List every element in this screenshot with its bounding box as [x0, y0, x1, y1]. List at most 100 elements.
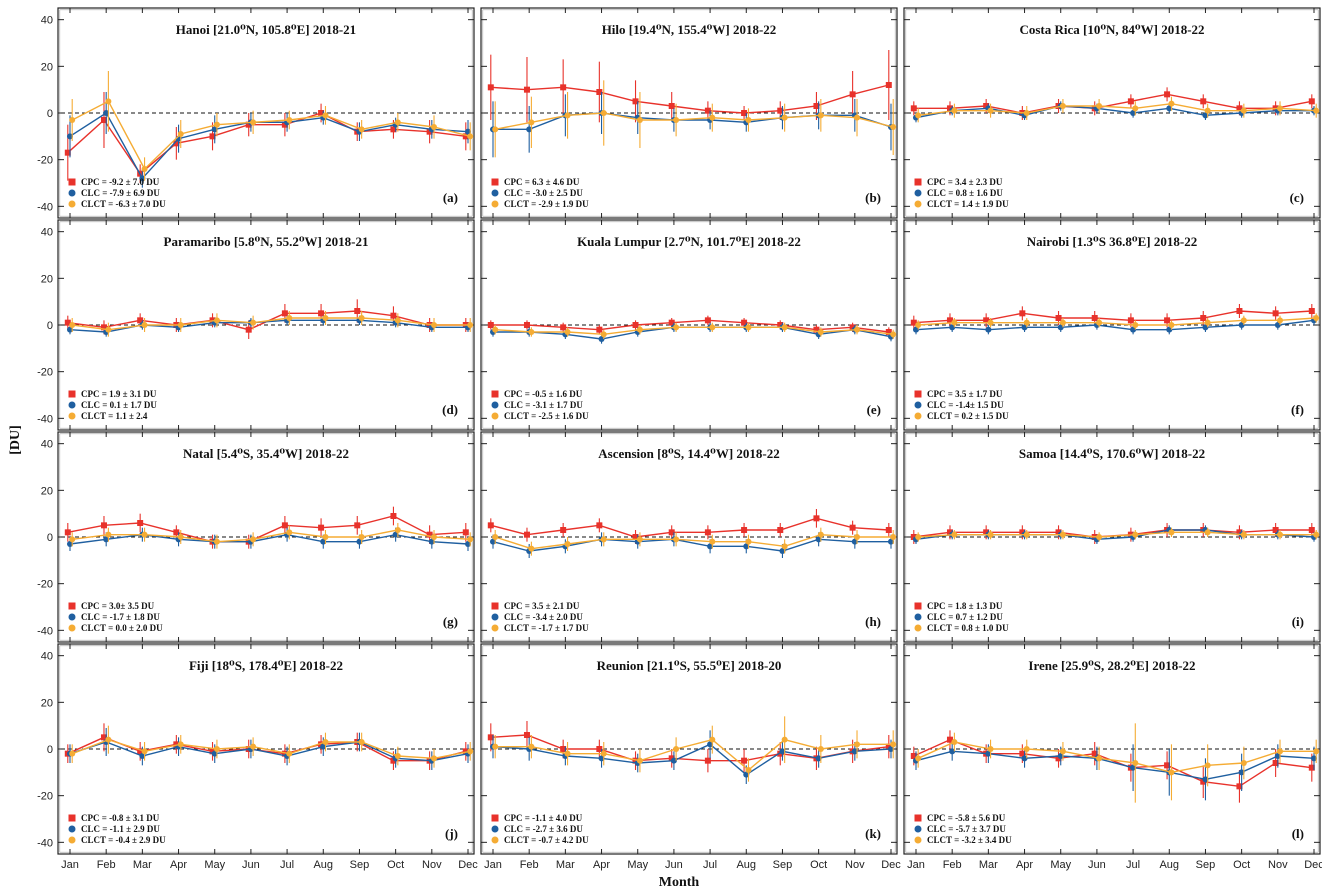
legend-marker — [914, 200, 922, 208]
legend-stat: CLCT = -2.5 ± 1.6 DU — [504, 411, 589, 421]
y-tick-label: -40 — [37, 413, 53, 425]
legend-marker — [914, 412, 922, 420]
data-point — [1200, 778, 1207, 785]
series-cpc — [64, 92, 469, 183]
x-tick-label: Nov — [845, 859, 865, 871]
data-point — [817, 112, 824, 119]
data-point — [318, 524, 325, 531]
data-point — [598, 336, 605, 342]
data-point — [564, 750, 571, 757]
panel-letter: (i) — [1292, 614, 1304, 629]
data-point — [1059, 319, 1066, 326]
data-point — [431, 322, 438, 328]
series-clc — [490, 532, 894, 558]
data-point — [910, 319, 917, 326]
panel-letter: (g) — [443, 614, 458, 629]
legend-marker — [68, 178, 76, 186]
data-point — [704, 317, 711, 324]
data-point — [915, 755, 922, 762]
legend-stat: CLC = -5.7 ± 3.7 DU — [927, 824, 1006, 834]
data-point — [1168, 769, 1175, 776]
series-clct — [69, 311, 474, 337]
data-point — [100, 734, 107, 741]
data-point — [949, 324, 956, 331]
y-tick-label: 40 — [41, 651, 53, 663]
data-point — [1313, 107, 1320, 114]
legend-marker — [491, 178, 499, 186]
data-point — [885, 329, 892, 335]
data-point — [668, 755, 675, 762]
data-point — [707, 741, 714, 748]
data-point — [888, 746, 894, 752]
y-tick-label: -40 — [37, 837, 53, 849]
data-point — [1164, 762, 1171, 769]
data-point — [137, 520, 144, 526]
panel-title: Paramaribo [5.8⁰N, 55.2⁰W] 2018-21 — [164, 234, 369, 249]
legend-marker — [914, 613, 922, 621]
data-point — [173, 529, 180, 536]
data-point — [1057, 753, 1064, 759]
data-point — [1059, 531, 1066, 538]
data-point — [564, 541, 571, 547]
legend-stat: CPC = 6.3 ± 4.6 DU — [504, 177, 580, 187]
data-point — [67, 541, 73, 547]
x-tick-label: Oct — [810, 859, 827, 871]
data-point — [286, 315, 293, 321]
series-line — [494, 533, 894, 550]
series-line — [495, 112, 894, 130]
data-point — [431, 534, 438, 540]
legend-stat: CLCT = -2.9 ± 1.9 DU — [504, 199, 589, 209]
data-point — [1274, 322, 1281, 328]
data-point — [213, 317, 220, 324]
legend-marker — [491, 412, 499, 420]
data-point — [813, 326, 820, 333]
data-point — [1308, 764, 1315, 771]
series-clct — [69, 523, 474, 549]
panel-title: Fiji [18⁰S, 178.4⁰E] 2018-22 — [189, 658, 343, 673]
x-tick-label: Nov — [1268, 859, 1288, 871]
legend-marker — [491, 200, 499, 208]
series-clc — [913, 315, 1317, 335]
data-point — [358, 126, 365, 133]
series-line — [915, 105, 1314, 119]
data-point — [100, 522, 107, 529]
data-point — [632, 534, 639, 540]
legend-marker — [68, 189, 76, 197]
data-point — [745, 767, 752, 773]
legend-stat: CPC = -1.1 ± 4.0 DU — [504, 813, 583, 823]
panel: Nairobi [1.3⁰S 36.8⁰E] 2018-22 CPC = 3.5 … — [903, 219, 1321, 431]
data-point — [915, 534, 922, 540]
data-point — [320, 538, 327, 545]
data-point — [173, 140, 180, 147]
data-point — [851, 538, 858, 545]
data-point — [1096, 103, 1103, 109]
series-cpc — [64, 506, 469, 549]
series-cpc — [910, 304, 1315, 330]
data-point — [1055, 755, 1062, 762]
data-point — [523, 732, 530, 738]
data-point — [745, 324, 752, 331]
panel: Kuala Lumpur [2.7⁰N, 101.7⁰E] 2018-22 CPC… — [480, 219, 898, 431]
panel-title: Reunion [21.1⁰S, 55.5⁰E] 2018-20 — [597, 658, 782, 673]
panel: Ascension [8⁰S, 14.4⁰W] 2018-22 CPC = 3.5… — [480, 431, 898, 643]
data-point — [356, 538, 363, 545]
y-tick-label: 20 — [41, 273, 53, 285]
data-point — [281, 750, 288, 757]
data-point — [318, 310, 325, 317]
data-point — [492, 126, 499, 133]
data-point — [885, 743, 892, 750]
x-axis-label: Month — [659, 875, 700, 890]
data-point — [177, 322, 184, 328]
data-point — [951, 319, 958, 326]
data-point — [64, 149, 71, 156]
data-point — [250, 119, 257, 126]
data-point — [392, 531, 399, 538]
data-point — [1023, 746, 1030, 752]
series-line — [918, 102, 1317, 116]
data-point — [673, 536, 680, 543]
data-point — [1277, 748, 1284, 755]
x-tick-label: Sep — [1196, 859, 1216, 871]
data-point — [600, 536, 607, 543]
data-point — [854, 534, 861, 540]
data-point — [322, 534, 329, 540]
